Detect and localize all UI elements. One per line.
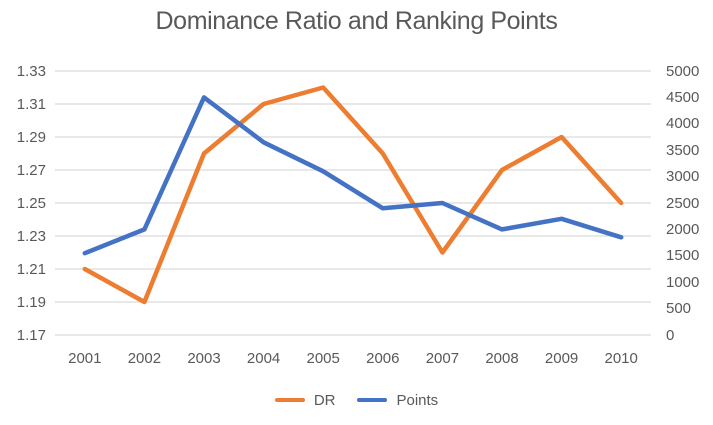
x-axis-tick: 2004: [246, 350, 281, 367]
y-axis-left-tick: 1.19: [16, 293, 46, 311]
legend-item-dr: DR: [274, 391, 336, 409]
y-axis-left-tick: 1.25: [16, 194, 46, 212]
y-axis-left-tick: 1.33: [16, 62, 46, 80]
y-axis-right-tick: 2500: [666, 194, 700, 212]
y-axis-right-tick: 4500: [666, 88, 700, 106]
dr-line-swatch-icon: [274, 397, 305, 403]
x-axis-tick: 2008: [485, 350, 519, 367]
x-axis-tick: 2005: [306, 350, 340, 367]
x-axis-tick: 2002: [127, 350, 162, 367]
legend: DR Points: [0, 390, 713, 410]
x-axis-tick: 2003: [187, 350, 221, 367]
series-line-dr: [82, 85, 624, 305]
legend-label-points: Points: [396, 391, 439, 409]
x-axis-tick: 2007: [425, 350, 460, 367]
y-axis-left-tick: 1.27: [16, 161, 46, 179]
y-axis-right-tick: 3500: [666, 141, 700, 159]
y-axis-right-tick: 1000: [666, 273, 700, 291]
y-axis-right-tick: 500: [666, 300, 692, 318]
x-axis-tick: 2001: [68, 350, 102, 367]
legend-label-dr: DR: [313, 391, 336, 409]
y-axis-left-tick: 1.17: [16, 326, 46, 344]
y-axis-right-tick: 2000: [666, 220, 700, 238]
x-axis-tick: 2009: [544, 350, 579, 367]
legend-item-points: Points: [357, 392, 438, 409]
y-axis-left-tick: 1.31: [16, 95, 46, 113]
chart-title: Dominance Ratio and Ranking Points: [155, 7, 558, 35]
y-axis-right-tick: 5000: [666, 62, 700, 80]
gridlines: [55, 70, 651, 336]
x-axis-tick: 2010: [604, 350, 638, 367]
x-axis-tick: 2006: [366, 350, 400, 367]
y-axis-left-tick: 1.29: [16, 128, 46, 146]
y-axis-right-tick: 3000: [666, 168, 700, 186]
points-line-swatch-icon: [357, 397, 388, 403]
y-axis-right-tick: 1500: [666, 247, 700, 265]
y-axis-right-tick: 4000: [666, 115, 700, 133]
series-line-points: [82, 95, 624, 256]
y-axis-left-tick: 1.21: [16, 260, 46, 278]
series-lines: [82, 85, 624, 305]
y-axis-right-tick: 0: [666, 326, 675, 344]
y-axis-left-tick: 1.23: [16, 227, 46, 245]
